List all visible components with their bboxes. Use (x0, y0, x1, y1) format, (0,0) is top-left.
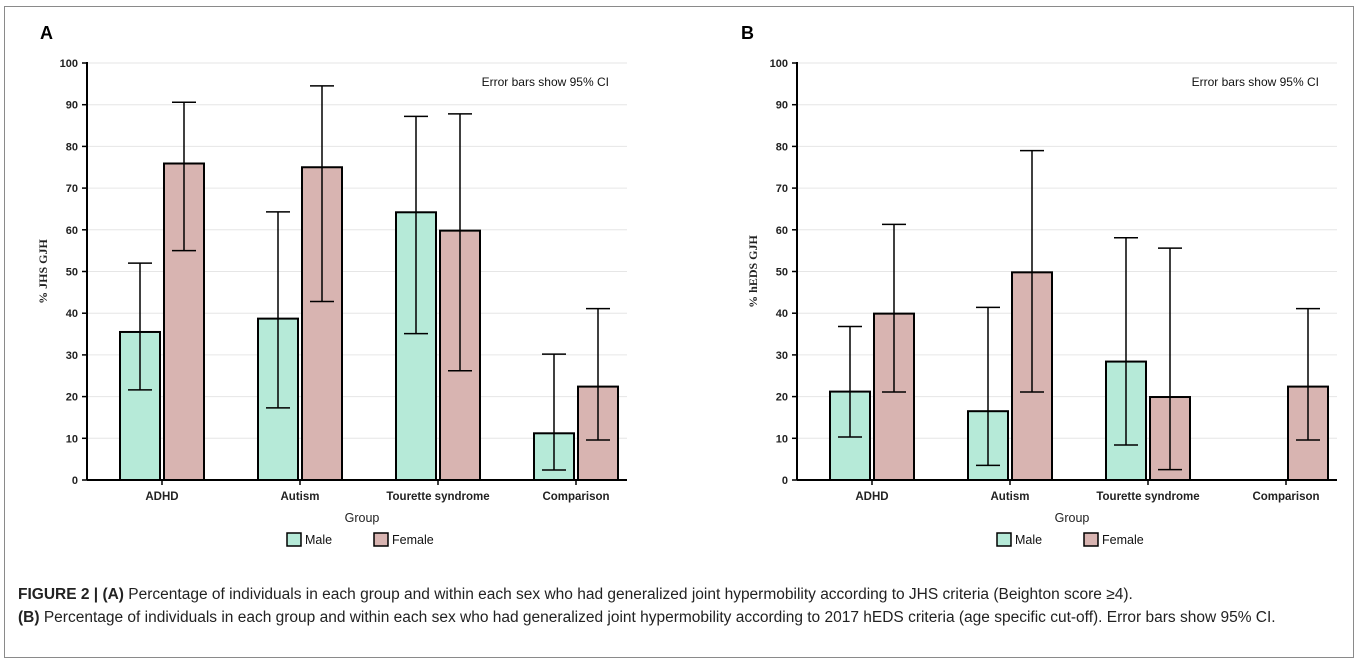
x-tick-label: Tourette syndrome (1096, 491, 1199, 503)
legend-swatch-male (286, 532, 302, 547)
y-tick-label: 0 (782, 475, 788, 487)
x-tick-label: Comparison (542, 491, 609, 503)
y-axis-title: % JHS GJH (36, 239, 50, 304)
legend-label-male: Male (1015, 533, 1042, 547)
error-bar-note: Error bars show 95% CI (482, 75, 609, 89)
x-tick-label: Tourette syndrome (386, 491, 489, 503)
legend-swatch-male (996, 532, 1012, 547)
y-tick-label: 30 (66, 350, 78, 362)
x-axis-title: Group (1055, 511, 1090, 525)
y-tick-label: 30 (776, 350, 788, 362)
x-tick-label: Autism (281, 491, 320, 503)
panel-letter: B (741, 23, 754, 43)
legend-label-male: Male (305, 533, 332, 547)
panel-b: B 0 10 20 30 40 50 60 70 80 90 100 % hEDS GJH Error b… (741, 23, 1337, 547)
y-tick-label: 60 (66, 225, 78, 237)
y-tick-label: 60 (776, 225, 788, 237)
figure-frame (4, 6, 1354, 658)
x-tick-label: ADHD (855, 491, 888, 503)
caption-part-b-text: Percentage of individuals in each group … (39, 609, 1276, 626)
panel-a: A 0 10 20 30 40 50 60 70 80 90 100 % JHS GJH Error ba… (36, 23, 627, 547)
y-tick-label: 80 (66, 141, 78, 153)
x-tick-label: Comparison (1252, 491, 1319, 503)
y-tick-label: 90 (66, 100, 78, 112)
y-tick-label: 40 (66, 308, 78, 320)
y-tick-label: 80 (776, 141, 788, 153)
caption-part-a-text: Percentage of individuals in each group … (123, 586, 1133, 603)
y-tick-label: 20 (776, 392, 788, 404)
legend-swatch-female (1083, 532, 1099, 547)
y-tick-label: 40 (776, 308, 788, 320)
y-tick-label: 90 (776, 100, 788, 112)
y-tick-label: 100 (60, 58, 78, 70)
y-tick-label: 100 (770, 58, 788, 70)
y-tick-label: 20 (66, 392, 78, 404)
x-axis-title: Group (345, 511, 380, 525)
y-tick-label: 10 (776, 433, 788, 445)
x-tick-label: ADHD (145, 491, 178, 503)
error-bar-note: Error bars show 95% CI (1192, 75, 1319, 89)
panel-letter: A (40, 23, 53, 43)
legend-label-female: Female (392, 533, 434, 547)
y-tick-label: 0 (72, 475, 78, 487)
y-axis-title: % hEDS GJH (746, 234, 760, 307)
caption-part-b-label: (B) (18, 609, 40, 626)
caption-figure-label: FIGURE 2 | (18, 586, 99, 603)
y-tick-label: 70 (776, 183, 788, 195)
y-tick-label: 50 (776, 267, 788, 279)
y-tick-label: 10 (66, 433, 78, 445)
y-tick-label: 70 (66, 183, 78, 195)
y-tick-label: 50 (66, 267, 78, 279)
legend-label-female: Female (1102, 533, 1144, 547)
caption-part-a-label: (A) (102, 586, 124, 603)
figure-caption: FIGURE 2 | (A) Percentage of individuals… (18, 583, 1340, 629)
legend-swatch-female (373, 532, 389, 547)
x-tick-label: Autism (991, 491, 1030, 503)
